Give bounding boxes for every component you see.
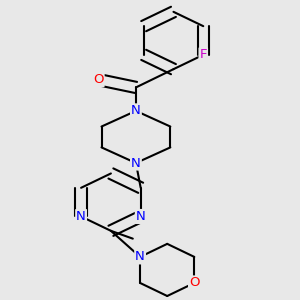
Text: N: N <box>135 250 145 263</box>
Text: N: N <box>131 157 141 169</box>
Text: F: F <box>200 48 207 61</box>
Text: N: N <box>136 210 146 223</box>
Text: O: O <box>189 277 200 290</box>
Text: N: N <box>131 104 141 117</box>
Text: N: N <box>76 210 86 223</box>
Text: O: O <box>93 73 104 86</box>
